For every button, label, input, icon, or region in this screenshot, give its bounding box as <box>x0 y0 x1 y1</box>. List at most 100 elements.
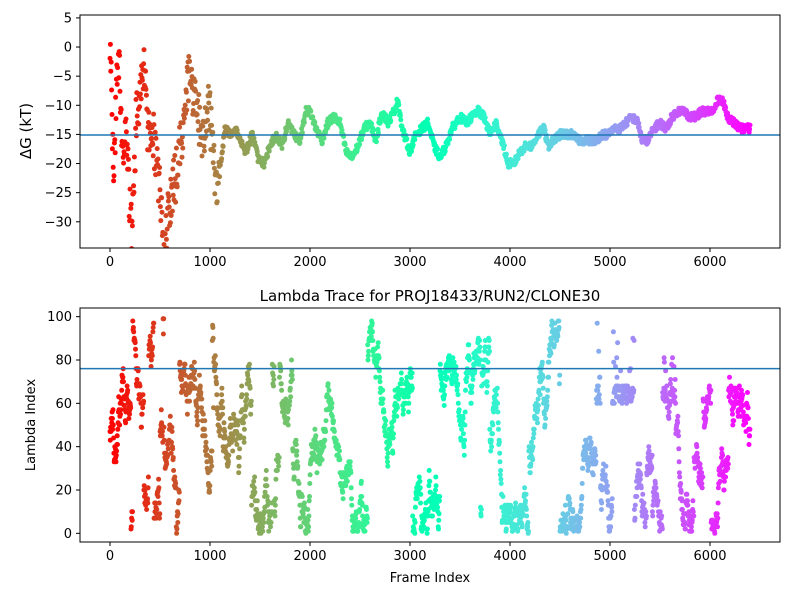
lambda-point <box>294 448 300 454</box>
lambda-point <box>204 446 210 452</box>
lambda-point <box>226 452 232 458</box>
lambda-point <box>243 403 249 408</box>
lambda-point <box>373 374 379 380</box>
delta-g-point <box>175 172 181 178</box>
lambda-point <box>540 385 546 391</box>
lambda-point <box>477 357 483 363</box>
lambda-point <box>610 329 616 335</box>
lambda-point <box>135 368 141 374</box>
lambda-point <box>659 526 665 532</box>
lambda-point <box>347 459 353 465</box>
lambda-point <box>697 461 703 467</box>
lambda-point <box>632 502 638 508</box>
lambda-point <box>545 387 551 393</box>
lambda-point <box>417 485 423 491</box>
lambda-point <box>110 422 116 428</box>
delta-g-point <box>126 213 132 219</box>
delta-g-point <box>219 149 225 155</box>
delta-g-point <box>409 148 415 154</box>
lambda-point <box>727 374 732 380</box>
delta-g-point <box>129 223 135 229</box>
lambda-point <box>182 361 188 367</box>
lambda-point <box>123 420 129 426</box>
lambda-point <box>730 411 735 417</box>
lambda-point <box>370 338 376 343</box>
lambda-point <box>535 403 541 408</box>
lambda-point <box>115 426 121 432</box>
lambda-point <box>291 474 297 480</box>
lambda-point <box>425 513 431 519</box>
lambda-point <box>196 372 202 378</box>
lambda-point <box>466 357 472 363</box>
delta-g-point <box>215 180 221 186</box>
lambda-point <box>277 374 282 380</box>
lambda-point <box>164 461 170 467</box>
delta-g-point <box>157 165 163 170</box>
lambda-point <box>715 500 721 506</box>
delta-g-point <box>108 68 114 74</box>
lambda-point <box>197 383 203 389</box>
delta-g-point <box>173 145 179 151</box>
lambda-point <box>370 329 375 335</box>
delta-g-point <box>131 154 137 160</box>
lambda-point <box>301 500 307 506</box>
lambda-point <box>265 502 270 508</box>
lambda-point <box>679 507 685 512</box>
delta-g-point <box>339 127 345 133</box>
delta-g-panel: 0 1000 2000 3000 4000 5000 6000 5 0 −5 −10 −15 −20 −… <box>17 11 781 270</box>
lambda-point <box>530 444 536 450</box>
lambda-point <box>115 442 120 447</box>
lambda-point <box>368 333 374 339</box>
lambda-point <box>169 424 175 430</box>
delta-g-point <box>123 116 129 122</box>
lambda-point <box>310 457 316 463</box>
lambda-point <box>424 530 430 536</box>
lambda-point <box>168 450 174 456</box>
delta-g-point <box>182 102 188 108</box>
lambda-y-tick-label: 80 <box>55 354 72 369</box>
lambda-point <box>207 468 213 473</box>
lambda-point <box>191 359 197 365</box>
delta-g-point <box>136 121 142 127</box>
lambda-point <box>156 485 162 491</box>
lambda-point <box>484 379 490 385</box>
lambda-point <box>536 387 542 393</box>
delta-g-point <box>217 174 223 180</box>
lambda-point <box>424 526 430 532</box>
delta-g-point <box>207 90 213 96</box>
lambda-point <box>120 374 126 380</box>
lambda-point <box>442 383 448 389</box>
lambda-point <box>262 489 268 495</box>
lambda-point <box>454 387 460 393</box>
lambda-point <box>179 377 185 382</box>
delta-g-point <box>114 81 120 87</box>
lambda-y-axis-label: Lambda Index <box>24 379 39 472</box>
lambda-point <box>139 424 144 430</box>
lambda-point <box>497 472 503 478</box>
lambda-point <box>202 433 208 439</box>
lambda-point <box>192 368 198 374</box>
lambda-point <box>655 498 661 504</box>
lambda-point <box>293 442 299 447</box>
lambda-point <box>495 409 501 415</box>
lambda-point <box>605 498 611 504</box>
delta-g-y-ticks: 5 0 −5 −10 −15 −20 −25 −30 <box>45 11 80 230</box>
delta-g-point <box>133 97 139 102</box>
lambda-point <box>520 511 526 517</box>
lambda-point <box>678 489 684 495</box>
lambda-point <box>379 400 385 406</box>
lambda-point <box>151 320 157 326</box>
lambda-point <box>637 476 643 482</box>
lambda-point <box>287 385 293 391</box>
lambda-point <box>329 405 335 411</box>
lambda-point <box>169 439 174 445</box>
delta-g-point <box>117 88 123 94</box>
lambda-point <box>456 407 462 413</box>
lambda-point <box>133 353 139 359</box>
lambda-point <box>273 496 279 502</box>
lambda-point <box>739 387 744 393</box>
lambda-point <box>590 472 596 478</box>
lambda-point <box>667 381 673 387</box>
lambda-point <box>588 446 594 452</box>
lambda-chart-title: Lambda Trace for PROJ18433/RUN2/CLONE30 <box>260 287 601 305</box>
